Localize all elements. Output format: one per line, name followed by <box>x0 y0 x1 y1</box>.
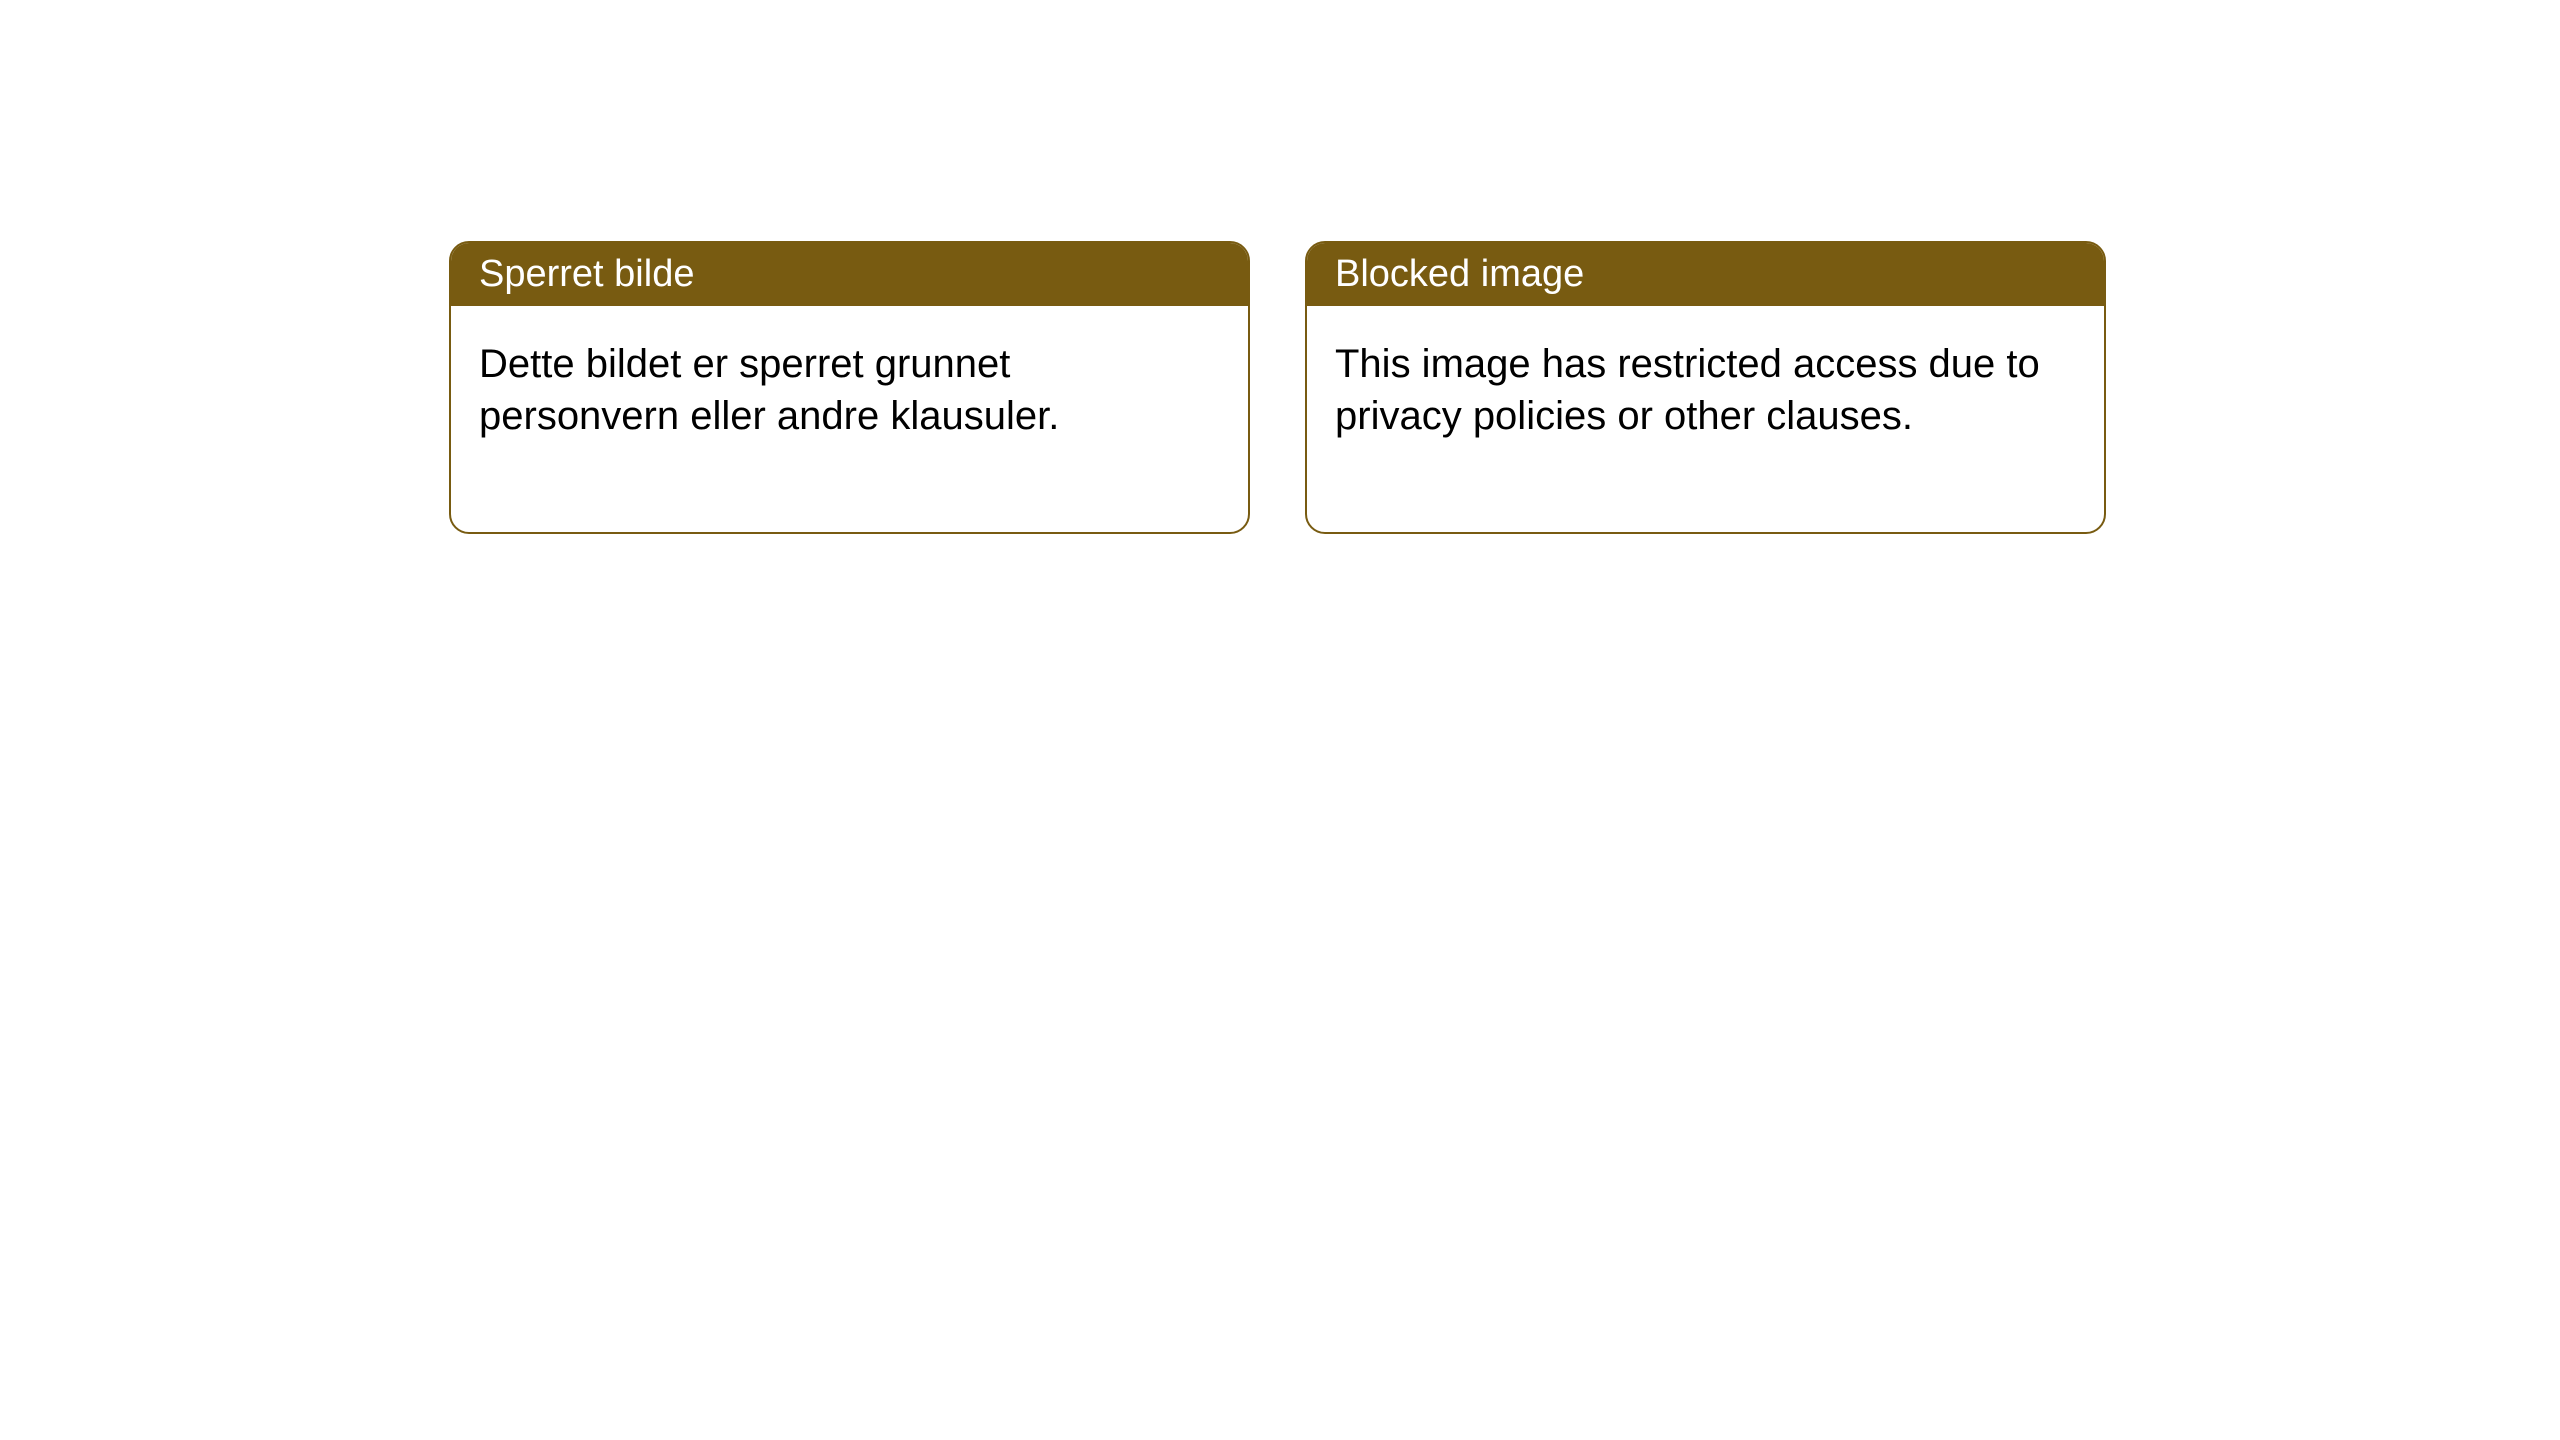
notice-text: This image has restricted access due to … <box>1335 342 2040 438</box>
notice-body-norwegian: Dette bildet er sperret grunnet personve… <box>451 306 1248 532</box>
notice-container: Sperret bilde Dette bildet er sperret gr… <box>449 241 2106 534</box>
notice-body-english: This image has restricted access due to … <box>1307 306 2104 532</box>
notice-card-norwegian: Sperret bilde Dette bildet er sperret gr… <box>449 241 1250 534</box>
notice-title: Blocked image <box>1335 253 1584 295</box>
notice-header-english: Blocked image <box>1307 243 2104 306</box>
notice-header-norwegian: Sperret bilde <box>451 243 1248 306</box>
notice-title: Sperret bilde <box>479 253 694 295</box>
notice-card-english: Blocked image This image has restricted … <box>1305 241 2106 534</box>
notice-text: Dette bildet er sperret grunnet personve… <box>479 342 1059 438</box>
